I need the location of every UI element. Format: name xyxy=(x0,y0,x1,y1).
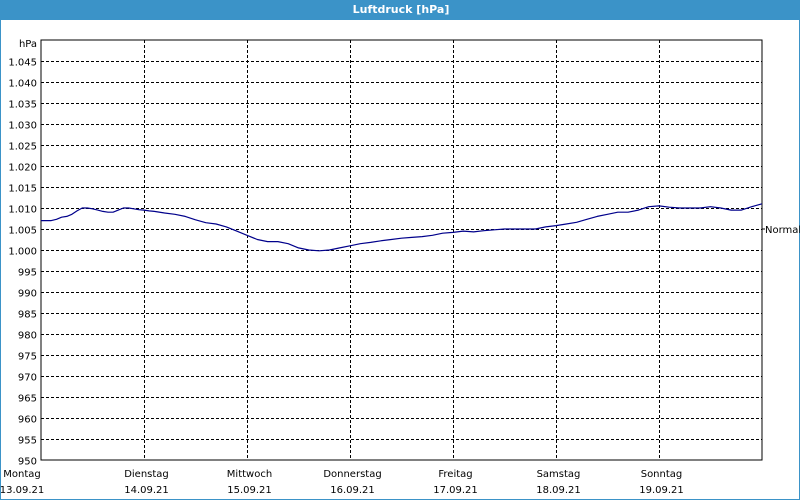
y-tick-label: 950 xyxy=(18,457,37,468)
y-tick-label: 1.040 xyxy=(8,79,37,90)
pressure-series-line xyxy=(41,203,763,252)
plot-area-border xyxy=(40,39,763,461)
chart-title: Luftdruck [hPa] xyxy=(1,1,800,20)
x-tick-date-label: 17.09.21 xyxy=(433,485,478,496)
y-tick-label: 990 xyxy=(18,289,37,300)
x-tick-date-label: 18.09.21 xyxy=(536,485,581,496)
x-tick-date-label: 19.09.21 xyxy=(639,485,684,496)
x-tick-date-label: 13.09.21 xyxy=(0,485,44,496)
y-tick-label: 1.015 xyxy=(8,184,37,195)
y-tick-label: 1.030 xyxy=(8,121,37,132)
reference-label: Normal xyxy=(765,225,800,236)
y-tick-label: 1.005 xyxy=(8,226,37,237)
x-tick-date-label: 14.09.21 xyxy=(124,485,169,496)
y-tick-label: 1.000 xyxy=(8,247,37,258)
y-tick-label: 955 xyxy=(18,436,37,447)
x-tick-date-label: 16.09.21 xyxy=(330,485,375,496)
x-tick-day-label: Mittwoch xyxy=(227,469,272,480)
y-tick-label: 960 xyxy=(18,415,37,426)
y-tick-label: 1.020 xyxy=(8,163,37,174)
y-tick-label: 975 xyxy=(18,352,37,363)
x-tick-day-label: Montag xyxy=(3,469,40,480)
y-tick-label: 1.025 xyxy=(8,142,37,153)
y-tick-label: 995 xyxy=(18,268,37,279)
x-tick-day-label: Sonntag xyxy=(641,469,683,480)
y-tick-label: 970 xyxy=(18,373,37,384)
y-tick-label: 1.045 xyxy=(8,58,37,69)
y-tick-label: 980 xyxy=(18,331,37,342)
x-tick-day-label: Dienstag xyxy=(124,469,169,480)
x-tick-day-label: Freitag xyxy=(438,469,472,480)
x-tick-day-label: Donnerstag xyxy=(323,469,381,480)
y-tick-label: 1.010 xyxy=(8,205,37,216)
y-tick-label: 1.035 xyxy=(8,100,37,111)
x-tick-date-label: 15.09.21 xyxy=(227,485,272,496)
x-tick-day-label: Samstag xyxy=(537,469,581,480)
y-tick-label: 965 xyxy=(18,394,37,405)
y-axis-unit-label: hPa xyxy=(19,39,37,50)
y-tick-label: 985 xyxy=(18,310,37,321)
